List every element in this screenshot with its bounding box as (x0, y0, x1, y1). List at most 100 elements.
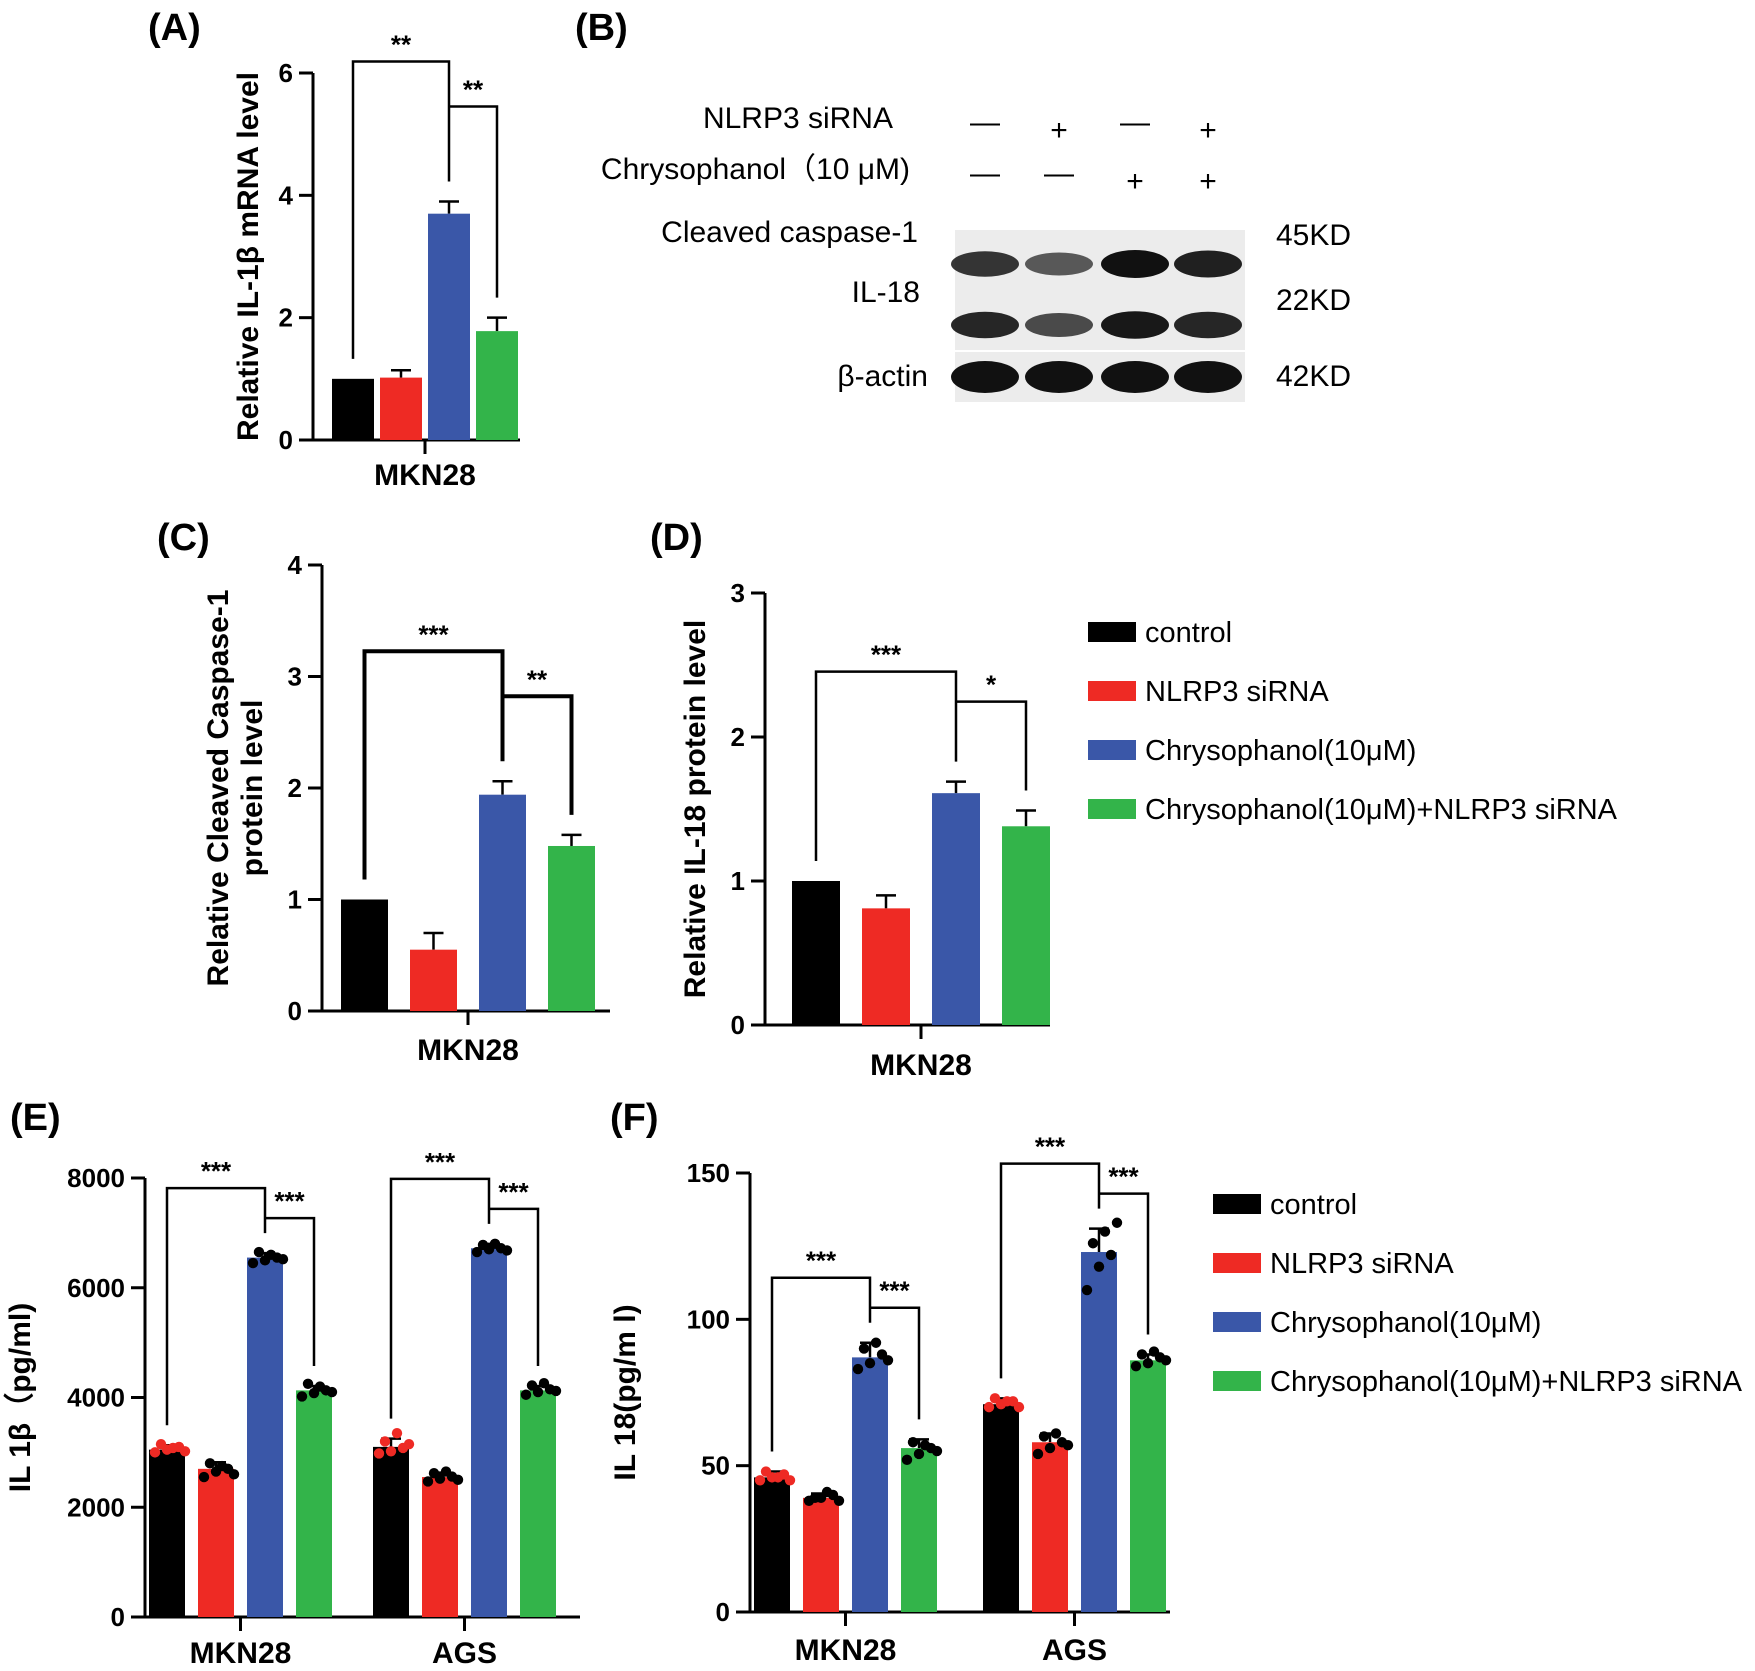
bar (149, 1449, 185, 1617)
bar (198, 1468, 234, 1617)
data-point (1160, 1355, 1172, 1366)
data-point (385, 1446, 397, 1457)
bar (410, 949, 457, 1011)
data-point (379, 1436, 391, 1447)
blot-band (1101, 311, 1169, 339)
y-tick-label: 2 (279, 303, 293, 333)
y-axis-label: Relative Cleaved Caspase-1protein level (202, 590, 269, 987)
legend-label: control (1270, 1189, 1357, 1221)
data-point (216, 1460, 228, 1472)
data-point (901, 1454, 913, 1466)
data-point (428, 1468, 440, 1479)
significance-bracket (502, 694, 574, 815)
y-tick-label: 0 (731, 1010, 745, 1040)
legend-bottom: control NLRP3 siRNA Chrysophanol(10μM) Chry… (1213, 1189, 1743, 1398)
y-tick-label: 100 (687, 1304, 730, 1334)
panel-label: (A) (148, 7, 201, 49)
data-point (538, 1378, 550, 1389)
data-point (520, 1389, 532, 1400)
data-point (1142, 1358, 1154, 1369)
data-point (1050, 1428, 1062, 1439)
blot-band (951, 311, 1019, 339)
bar (803, 1497, 839, 1612)
y-tick-label: 4 (279, 180, 294, 210)
blot-band (1174, 250, 1242, 278)
significance-label: *** (1108, 1162, 1139, 1192)
blot-band (951, 251, 1019, 277)
data-point (391, 1427, 403, 1439)
significance-bracket (351, 60, 451, 359)
data-point (858, 1343, 870, 1354)
data-point (373, 1448, 385, 1459)
data-point (907, 1437, 919, 1448)
bar (1081, 1252, 1117, 1612)
y-tick-label: 3 (731, 578, 745, 608)
y-axis-label: Relative IL-1β mRNA level (232, 72, 265, 441)
data-point (1038, 1431, 1050, 1442)
significance-label: *** (418, 619, 449, 649)
bar (479, 794, 526, 1011)
data-point (913, 1448, 925, 1460)
legend-label: Chrysophanol(10μM)+NLRP3 siRNA (1145, 794, 1618, 826)
data-point (1093, 1261, 1105, 1272)
treatment-label: NLRP3 siRNA (703, 102, 893, 135)
data-point (253, 1246, 265, 1258)
data-point (919, 1439, 931, 1451)
data-point (1013, 1401, 1025, 1413)
x-category-label: MKN28 (374, 459, 476, 492)
panel-f-chart: (F) 0 50 100 150 IL 18(pg/m l) MKN28 AGS *** *** *… (609, 1097, 1172, 1667)
bar (1032, 1442, 1068, 1612)
legend-label: control (1145, 617, 1232, 649)
bar (754, 1477, 790, 1612)
data-point (864, 1358, 876, 1369)
significance-bracket (814, 670, 958, 861)
significance-label: *** (871, 640, 902, 670)
data-point (228, 1469, 240, 1480)
y-tick-label: 6000 (67, 1273, 125, 1303)
data-point (1105, 1249, 1117, 1261)
x-category-label: MKN28 (190, 1637, 292, 1670)
significance-label: *** (1035, 1132, 1066, 1162)
bar (476, 331, 518, 440)
data-point (198, 1471, 210, 1483)
blot-band (1025, 313, 1093, 337)
data-point (1148, 1346, 1160, 1357)
protein-label: IL-18 (852, 276, 920, 309)
data-point (265, 1249, 277, 1261)
y-tick-label: 0 (111, 1602, 125, 1632)
panel-label: (F) (610, 1097, 659, 1139)
data-point (870, 1337, 882, 1348)
significance-bracket (389, 1177, 491, 1419)
data-point (296, 1391, 308, 1402)
y-tick-label: 150 (687, 1158, 730, 1188)
data-point (526, 1380, 538, 1391)
data-point (204, 1458, 216, 1469)
legend-label: NLRP3 siRNA (1270, 1248, 1454, 1280)
data-point (532, 1386, 544, 1398)
data-point (1099, 1226, 1111, 1237)
bar (901, 1448, 937, 1612)
significance-bracket (956, 700, 1028, 791)
treatment-sign: — (970, 106, 1000, 139)
bar (332, 378, 374, 440)
legend-label: NLRP3 siRNA (1145, 676, 1329, 708)
significance-label: ** (391, 29, 412, 59)
data-point (1087, 1238, 1099, 1249)
y-tick-label: 1 (731, 866, 745, 896)
data-point (501, 1245, 513, 1256)
panel-label: (B) (575, 7, 628, 49)
y-tick-label: 0 (288, 996, 302, 1026)
data-point (167, 1442, 179, 1454)
blot-band (1174, 311, 1242, 339)
y-axis-label-line: Relative Cleaved Caspase-1 (202, 590, 235, 987)
data-point (833, 1495, 845, 1506)
data-point (155, 1438, 167, 1450)
blot-band (1174, 361, 1242, 393)
band-size-label: 45KD (1276, 219, 1351, 252)
y-tick-label: 0 (716, 1597, 730, 1627)
data-point (550, 1385, 562, 1397)
y-tick-label: 50 (701, 1451, 730, 1481)
legend-swatch (1213, 1253, 1261, 1273)
y-tick-label: 3 (288, 662, 302, 692)
significance-label: * (986, 670, 997, 700)
